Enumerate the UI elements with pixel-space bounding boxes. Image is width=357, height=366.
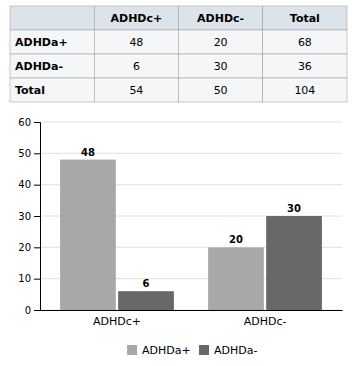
tick: 40	[18, 179, 40, 190]
bar	[118, 291, 174, 310]
table-cell	[94, 78, 178, 102]
tick-label: 60	[18, 117, 31, 128]
table-value: 50	[214, 84, 228, 97]
axis-line	[41, 310, 343, 311]
legend-label: ADHDa+	[142, 344, 191, 357]
table-cell	[94, 54, 178, 78]
chart-root: ADHDc+ ADHDc- Total ADHDa+ 48 20 68 ADHDa- 6 30 36…	[0, 0, 357, 366]
tick-mark	[34, 153, 40, 154]
tick-label: 50	[18, 148, 31, 159]
tick-mark	[34, 122, 40, 123]
table-cell	[10, 54, 94, 78]
tick-label: ADHDc-	[244, 315, 287, 328]
table-cell	[179, 54, 263, 78]
table-value: 48	[129, 36, 143, 49]
grid-line	[40, 122, 342, 123]
table-cell	[263, 54, 347, 78]
data-label: 48	[81, 147, 95, 158]
table-row-label: ADHDa-	[15, 60, 63, 73]
tick-mark	[34, 185, 40, 186]
tick-label: 40	[18, 179, 31, 190]
table-header: ADHDc+	[111, 12, 163, 25]
table-cell	[94, 30, 178, 54]
bar	[266, 216, 322, 310]
table-cell	[10, 78, 94, 102]
tick: 10	[18, 273, 40, 284]
table-header-cell	[179, 6, 263, 30]
tick: 60	[18, 117, 40, 128]
table-value: 36	[298, 60, 312, 73]
axis-line	[34, 123, 41, 311]
data-label: 6	[143, 278, 150, 289]
tick-label: 20	[18, 242, 31, 253]
table-header-cell	[263, 6, 347, 30]
tick-mark	[34, 247, 40, 248]
tick-label: 30	[18, 211, 31, 222]
table-header: ADHDc-	[197, 12, 244, 25]
table-cell	[179, 30, 263, 54]
table-header-cell	[94, 6, 178, 30]
legend-item: ADHDa-	[199, 344, 257, 357]
tick: 20	[18, 242, 40, 253]
table-header: Total	[290, 12, 320, 25]
table-row-label: Total	[15, 84, 45, 97]
legend-swatch	[199, 345, 209, 355]
tick: 0	[25, 305, 40, 316]
tick: 50	[18, 148, 40, 159]
data-label: 30	[287, 203, 301, 214]
table-value: 104	[294, 84, 315, 97]
x-axis: ADHDc+ ADHDc-	[41, 311, 343, 328]
tick-mark	[34, 279, 40, 280]
bars	[60, 160, 322, 310]
table-cell	[263, 78, 347, 102]
bar	[60, 160, 116, 310]
table-header-cell	[10, 6, 94, 30]
table-cell	[263, 30, 347, 54]
data-labels: 48 20 6 30	[81, 147, 301, 290]
table: ADHDc+ ADHDc- Total ADHDa+ 48 20 68 ADHDa- 6 30 36…	[10, 6, 347, 102]
table-cell	[10, 30, 94, 54]
legend-label: ADHDa-	[214, 344, 257, 357]
legend-swatch	[127, 345, 137, 355]
table-value: 68	[298, 36, 312, 49]
y-axis: 0 10 20 30 40 50 60	[18, 117, 40, 316]
tick: 30	[18, 211, 40, 222]
table-cell	[179, 78, 263, 102]
tick: ADHDc+	[93, 315, 141, 328]
table-value: 6	[133, 60, 140, 73]
table-row-label: ADHDa+	[15, 36, 68, 49]
legend-item: ADHDa+	[127, 344, 191, 357]
tick-label: 0	[25, 305, 31, 316]
bar-chart: 48 20 6 30 0 10 20 30 40 50 60 ADHDc+ ADHDc-	[18, 117, 342, 328]
bar	[208, 247, 264, 310]
tick: ADHDc-	[244, 315, 287, 328]
data-label: 20	[229, 234, 243, 245]
tick-mark	[34, 310, 40, 311]
grid	[40, 122, 342, 310]
tick-label: 10	[18, 273, 31, 284]
table-value: 30	[214, 60, 228, 73]
legend: ADHDa+ ADHDa-	[127, 344, 257, 357]
table-value: 54	[129, 84, 143, 97]
tick-mark	[34, 216, 40, 217]
table-value: 20	[214, 36, 228, 49]
tick-label: ADHDc+	[93, 315, 141, 328]
